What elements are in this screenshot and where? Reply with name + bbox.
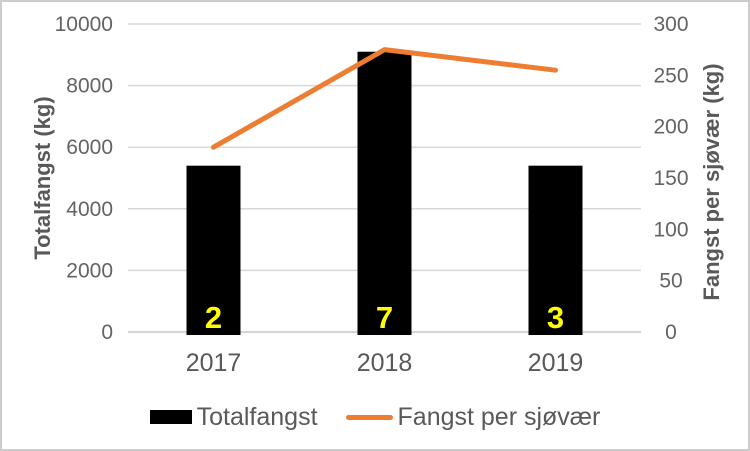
left-axis-tick-label: 0 xyxy=(101,321,113,344)
bar-2018 xyxy=(357,51,412,335)
legend: Totalfangst Fangst per sjøvær xyxy=(0,402,750,432)
right-axis-tick-label: 200 xyxy=(653,116,688,139)
right-axis-tick-label: 250 xyxy=(653,64,688,87)
left-axis-tick-label: 4000 xyxy=(66,198,113,221)
bar-label-2019: 3 xyxy=(547,300,564,335)
right-axis-tick-label: 0 xyxy=(665,321,677,344)
legend-label-totalfangst: Totalfangst xyxy=(196,402,318,431)
legend-label-fangst-per-sjovaer: Fangst per sjøvær xyxy=(397,402,601,431)
legend-item-fangst-per-sjovaer: Fangst per sjøvær xyxy=(345,402,601,432)
x-axis-label-2019: 2019 xyxy=(528,349,584,377)
right-axis-title: Fangst per sjøvær (kg) xyxy=(699,63,724,301)
x-axis-label-2018: 2018 xyxy=(357,349,413,377)
left-axis-tick-label: 6000 xyxy=(66,136,113,159)
x-axis-label-2017: 2017 xyxy=(186,349,242,377)
left-axis-title: Totalfangst (kg) xyxy=(30,96,55,260)
left-axis-tick-label: 2000 xyxy=(66,259,113,282)
line-swatch xyxy=(345,414,393,420)
right-axis-tick-label: 100 xyxy=(653,218,688,241)
left-axis-tick-label: 10000 xyxy=(55,13,113,36)
right-axis-tick-label: 50 xyxy=(659,270,682,293)
bar-label-2017: 2 xyxy=(205,300,222,335)
line-series xyxy=(211,47,558,150)
bar-label-2018: 7 xyxy=(376,300,393,335)
bar-2017 xyxy=(186,165,241,335)
left-axis-tick-label: 8000 xyxy=(66,75,113,98)
right-axis-tick-label: 300 xyxy=(653,13,688,36)
legend-item-totalfangst: Totalfangst xyxy=(149,402,318,432)
bar-swatch xyxy=(149,410,192,424)
bar-2019 xyxy=(528,165,583,335)
right-axis-tick-label: 150 xyxy=(653,167,688,190)
